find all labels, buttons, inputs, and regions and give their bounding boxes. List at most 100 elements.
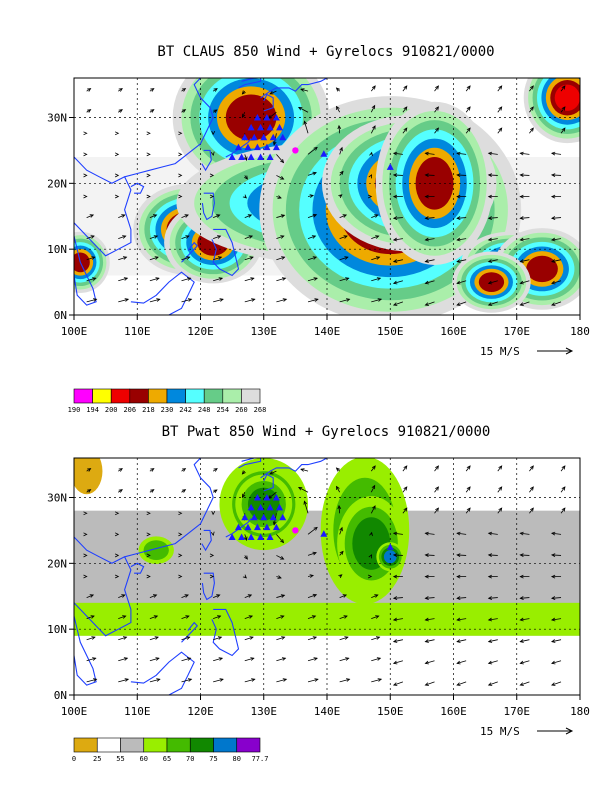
wind-vector: [335, 467, 340, 472]
gyre-center-marker: [292, 527, 299, 534]
x-tick-label: 160E: [440, 705, 467, 718]
wind-vector: [244, 657, 255, 662]
wind-vector: [497, 486, 503, 493]
x-tick-label: 140E: [314, 325, 341, 338]
wind-vector: [118, 594, 126, 598]
wind-vector: [487, 531, 498, 536]
colorbar-label: 190: [68, 406, 81, 414]
wind-vector: [392, 301, 404, 306]
colorbar-swatch: [166, 737, 191, 753]
gyre-location-marker: [241, 133, 249, 141]
panel-claus-gyre-locations: [228, 114, 394, 170]
wind-vector: [118, 277, 129, 282]
wind-vector: [118, 657, 129, 662]
wind-vector: [303, 120, 309, 134]
coastline: [201, 572, 215, 601]
wind-vector: [550, 151, 562, 156]
x-tick-label: 120E: [187, 705, 214, 718]
wind-vector: [424, 617, 435, 622]
wind-vector: [86, 88, 92, 92]
gyre-location-marker: [247, 153, 255, 160]
panel-pwat-colorbar: 0 25 55 60 65 70 75 80 77.7: [72, 737, 268, 763]
wind-vector: [86, 657, 97, 662]
wind-vector: [146, 511, 151, 516]
x-tick-label: 140E: [314, 705, 341, 718]
coastline: [181, 621, 199, 643]
cloud-cluster: [74, 458, 103, 495]
colorbar-swatch: [185, 388, 205, 404]
gyre-center-marker: [292, 147, 299, 154]
wind-vector: [213, 657, 224, 662]
wind-vector: [244, 555, 248, 560]
wind-vector: [118, 615, 127, 620]
wind-vector: [519, 237, 530, 242]
wind-vector: [339, 277, 350, 282]
wind-vector: [307, 235, 317, 240]
coastline: [263, 93, 274, 112]
wind-vector: [369, 151, 373, 157]
wind-vector: [114, 553, 120, 558]
wind-vector: [424, 681, 435, 686]
gyre-location-marker: [234, 523, 242, 531]
gyre-location-marker: [257, 533, 265, 540]
wind-vector: [149, 657, 160, 662]
gyre-location-marker: [266, 123, 274, 131]
wind-vector: [369, 531, 373, 537]
x-tick-label: 150E: [377, 705, 404, 718]
wind-vector: [307, 678, 319, 683]
coastline: [201, 192, 215, 221]
gyre-location-marker: [228, 533, 236, 540]
panel-pwat-reference-label: 15 M/S: [480, 725, 520, 738]
panel-claus-ticks: 100E 110E 120E 130E 140E 150E 160E 170E 180 0N 10N…: [47, 112, 590, 339]
coastline: [130, 651, 195, 695]
wind-vector: [212, 489, 218, 494]
wind-vector: [465, 507, 471, 514]
wind-vector: [339, 526, 343, 535]
wind-vector: [181, 88, 187, 92]
wind-vector: [307, 194, 315, 198]
wind-vector: [114, 532, 120, 537]
panel-claus-coastlines: [74, 78, 331, 315]
wind-vector: [487, 681, 498, 686]
wind-vector: [114, 152, 120, 157]
wind-vector: [392, 173, 403, 177]
wind-vector: [149, 235, 159, 240]
wind-vector: [269, 470, 277, 475]
wind-vector: [402, 465, 408, 472]
wind-vector: [550, 216, 562, 220]
wind-vector: [244, 214, 253, 218]
wind-vector: [86, 468, 92, 472]
wind-vector: [276, 154, 285, 164]
wind-vector: [456, 216, 467, 220]
cloud-cluster: [138, 536, 174, 564]
wind-vector: [487, 617, 498, 622]
wind-vector: [146, 574, 151, 579]
wind-vector: [370, 505, 376, 514]
wind-vector: [114, 194, 120, 199]
wind-vector: [456, 681, 467, 686]
wind-vector: [487, 660, 498, 665]
y-tick-label: 20N: [47, 177, 67, 190]
wind-vector: [392, 531, 403, 536]
wind-vector: [118, 678, 130, 683]
wind-vector: [276, 555, 285, 560]
gyre-location-marker: [263, 143, 271, 151]
wind-vector: [335, 87, 340, 92]
wind-vector: [118, 468, 123, 472]
wind-vector: [276, 636, 286, 641]
wind-vector: [276, 678, 288, 683]
wind-vector: [456, 151, 467, 156]
wind-vector: [114, 131, 120, 136]
wind-vector: [550, 194, 562, 199]
wind-vector: [424, 237, 435, 242]
wind-vector: [86, 277, 97, 282]
wind-vector: [367, 574, 373, 579]
coastline: [130, 271, 195, 315]
wind-vector: [550, 173, 562, 177]
wind-vector: [307, 526, 318, 535]
wind-vector: [434, 507, 439, 514]
x-tick-label: 120E: [187, 325, 214, 338]
wind-vector: [339, 615, 348, 620]
wind-vector: [181, 468, 187, 472]
